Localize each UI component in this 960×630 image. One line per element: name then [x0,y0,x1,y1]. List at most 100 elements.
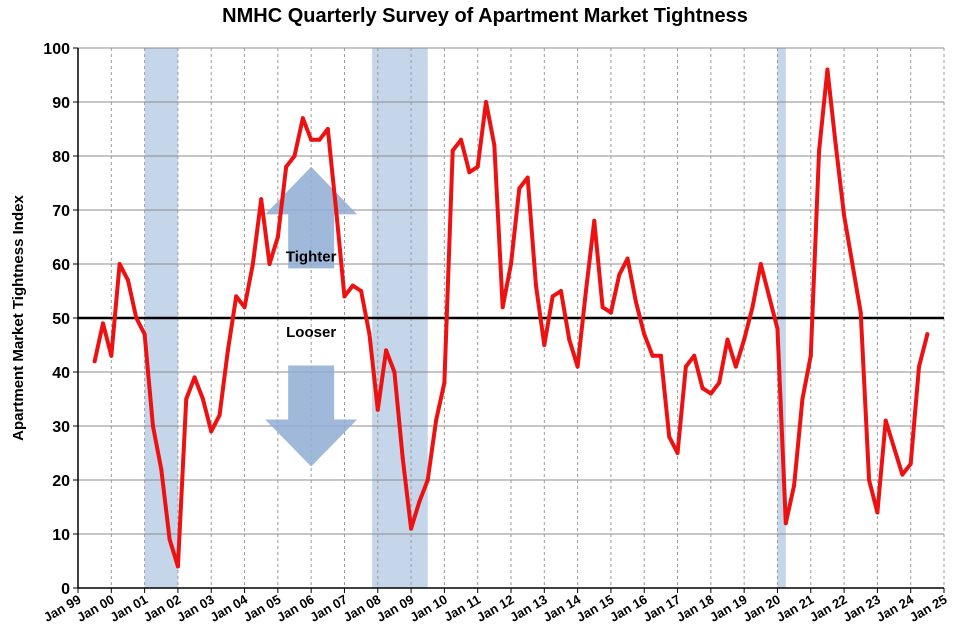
data-point [792,483,797,488]
data-point [384,348,389,353]
x-tick-label: Jan 00 [74,592,117,625]
data-point [484,100,489,104]
data-point [850,262,855,266]
data-point [700,386,705,391]
data-point [317,137,322,142]
data-point [800,397,805,401]
x-tick-label: Jan 07 [307,592,350,625]
y-tick-label: 80 [52,149,70,166]
data-point [667,434,672,439]
data-point [359,289,364,293]
data-point [275,235,280,239]
y-tick-label: 100 [43,41,70,58]
data-point [100,321,105,326]
data-point [184,397,189,401]
data-point [608,310,613,315]
x-tick-label: Jan 02 [141,592,184,625]
data-point [225,348,230,353]
data-point [875,510,880,515]
data-point [817,148,822,153]
data-point [475,164,480,169]
data-point [617,272,622,277]
x-tick-label: Jan 20 [740,592,783,625]
data-point [92,359,97,364]
y-tick-label: 90 [52,95,70,112]
data-point [192,375,197,380]
data-point [342,294,347,299]
data-point [150,424,155,428]
x-tick-label: Jan 24 [874,591,917,625]
data-point [309,137,314,142]
y-tick-label: 60 [52,257,70,274]
data-point [434,418,439,423]
data-point [625,256,630,261]
data-point [708,391,713,396]
data-point [575,364,580,369]
data-point [533,283,538,288]
data-point [425,478,430,482]
data-point [242,305,247,310]
x-tick-label: Jan 09 [374,592,417,625]
data-point [925,332,930,337]
data-point [500,305,505,310]
data-point [209,429,214,434]
y-tick-label: 70 [52,203,70,220]
data-point [858,310,863,315]
down-arrow-icon [265,365,358,467]
data-point [650,353,655,358]
y-tick-label: 10 [52,527,70,544]
data-point [725,337,730,342]
x-tick-label: Jan 01 [108,592,151,625]
data-point [292,154,297,158]
data-point [392,370,397,374]
data-point [583,289,588,293]
data-point [200,397,205,401]
data-point [642,332,647,337]
x-tick-label: Jan 22 [807,592,850,625]
x-tick-label: Jan 14 [541,591,584,625]
data-point [250,262,255,266]
data-point [467,170,472,175]
data-point [883,418,888,423]
y-tick-label: 50 [52,311,70,328]
data-point [334,208,339,212]
data-point [442,380,447,385]
data-point [525,175,530,180]
x-tick-label: Jan 16 [607,592,650,625]
data-point [808,353,813,358]
data-point [109,353,114,358]
x-tick-label: Jan 05 [241,592,284,625]
y-tick-label: 40 [52,365,70,382]
data-point [717,380,722,385]
data-point [567,337,572,342]
data-point [733,364,738,369]
x-tick-label: Jan 03 [174,592,217,625]
data-point [833,143,838,148]
x-tick-label: Jan 13 [507,592,550,625]
data-point [142,332,147,337]
data-point [592,218,597,223]
x-tick-label: Jan 21 [774,592,817,625]
data-point [509,262,513,266]
data-point [284,164,289,169]
y-tick-label: 20 [52,473,70,490]
data-point [783,521,788,526]
data-point [692,353,697,358]
x-tick-label: Jan 19 [707,592,750,625]
x-tick-label: Jan 23 [840,592,883,625]
data-point [175,564,180,569]
data-point [117,262,122,266]
data-point [217,413,222,418]
data-point [842,213,847,218]
data-point [867,478,872,482]
data-point [125,278,130,283]
data-point [300,116,305,121]
x-tick-label: Jan 15 [574,592,617,625]
data-point [658,353,663,358]
x-tick-label: Jan 18 [674,592,717,625]
data-point [259,197,264,202]
tighter-label: Tighter [286,248,337,265]
x-tick-label: Jan 04 [207,591,250,625]
data-point [542,343,547,347]
data-point [758,262,763,266]
